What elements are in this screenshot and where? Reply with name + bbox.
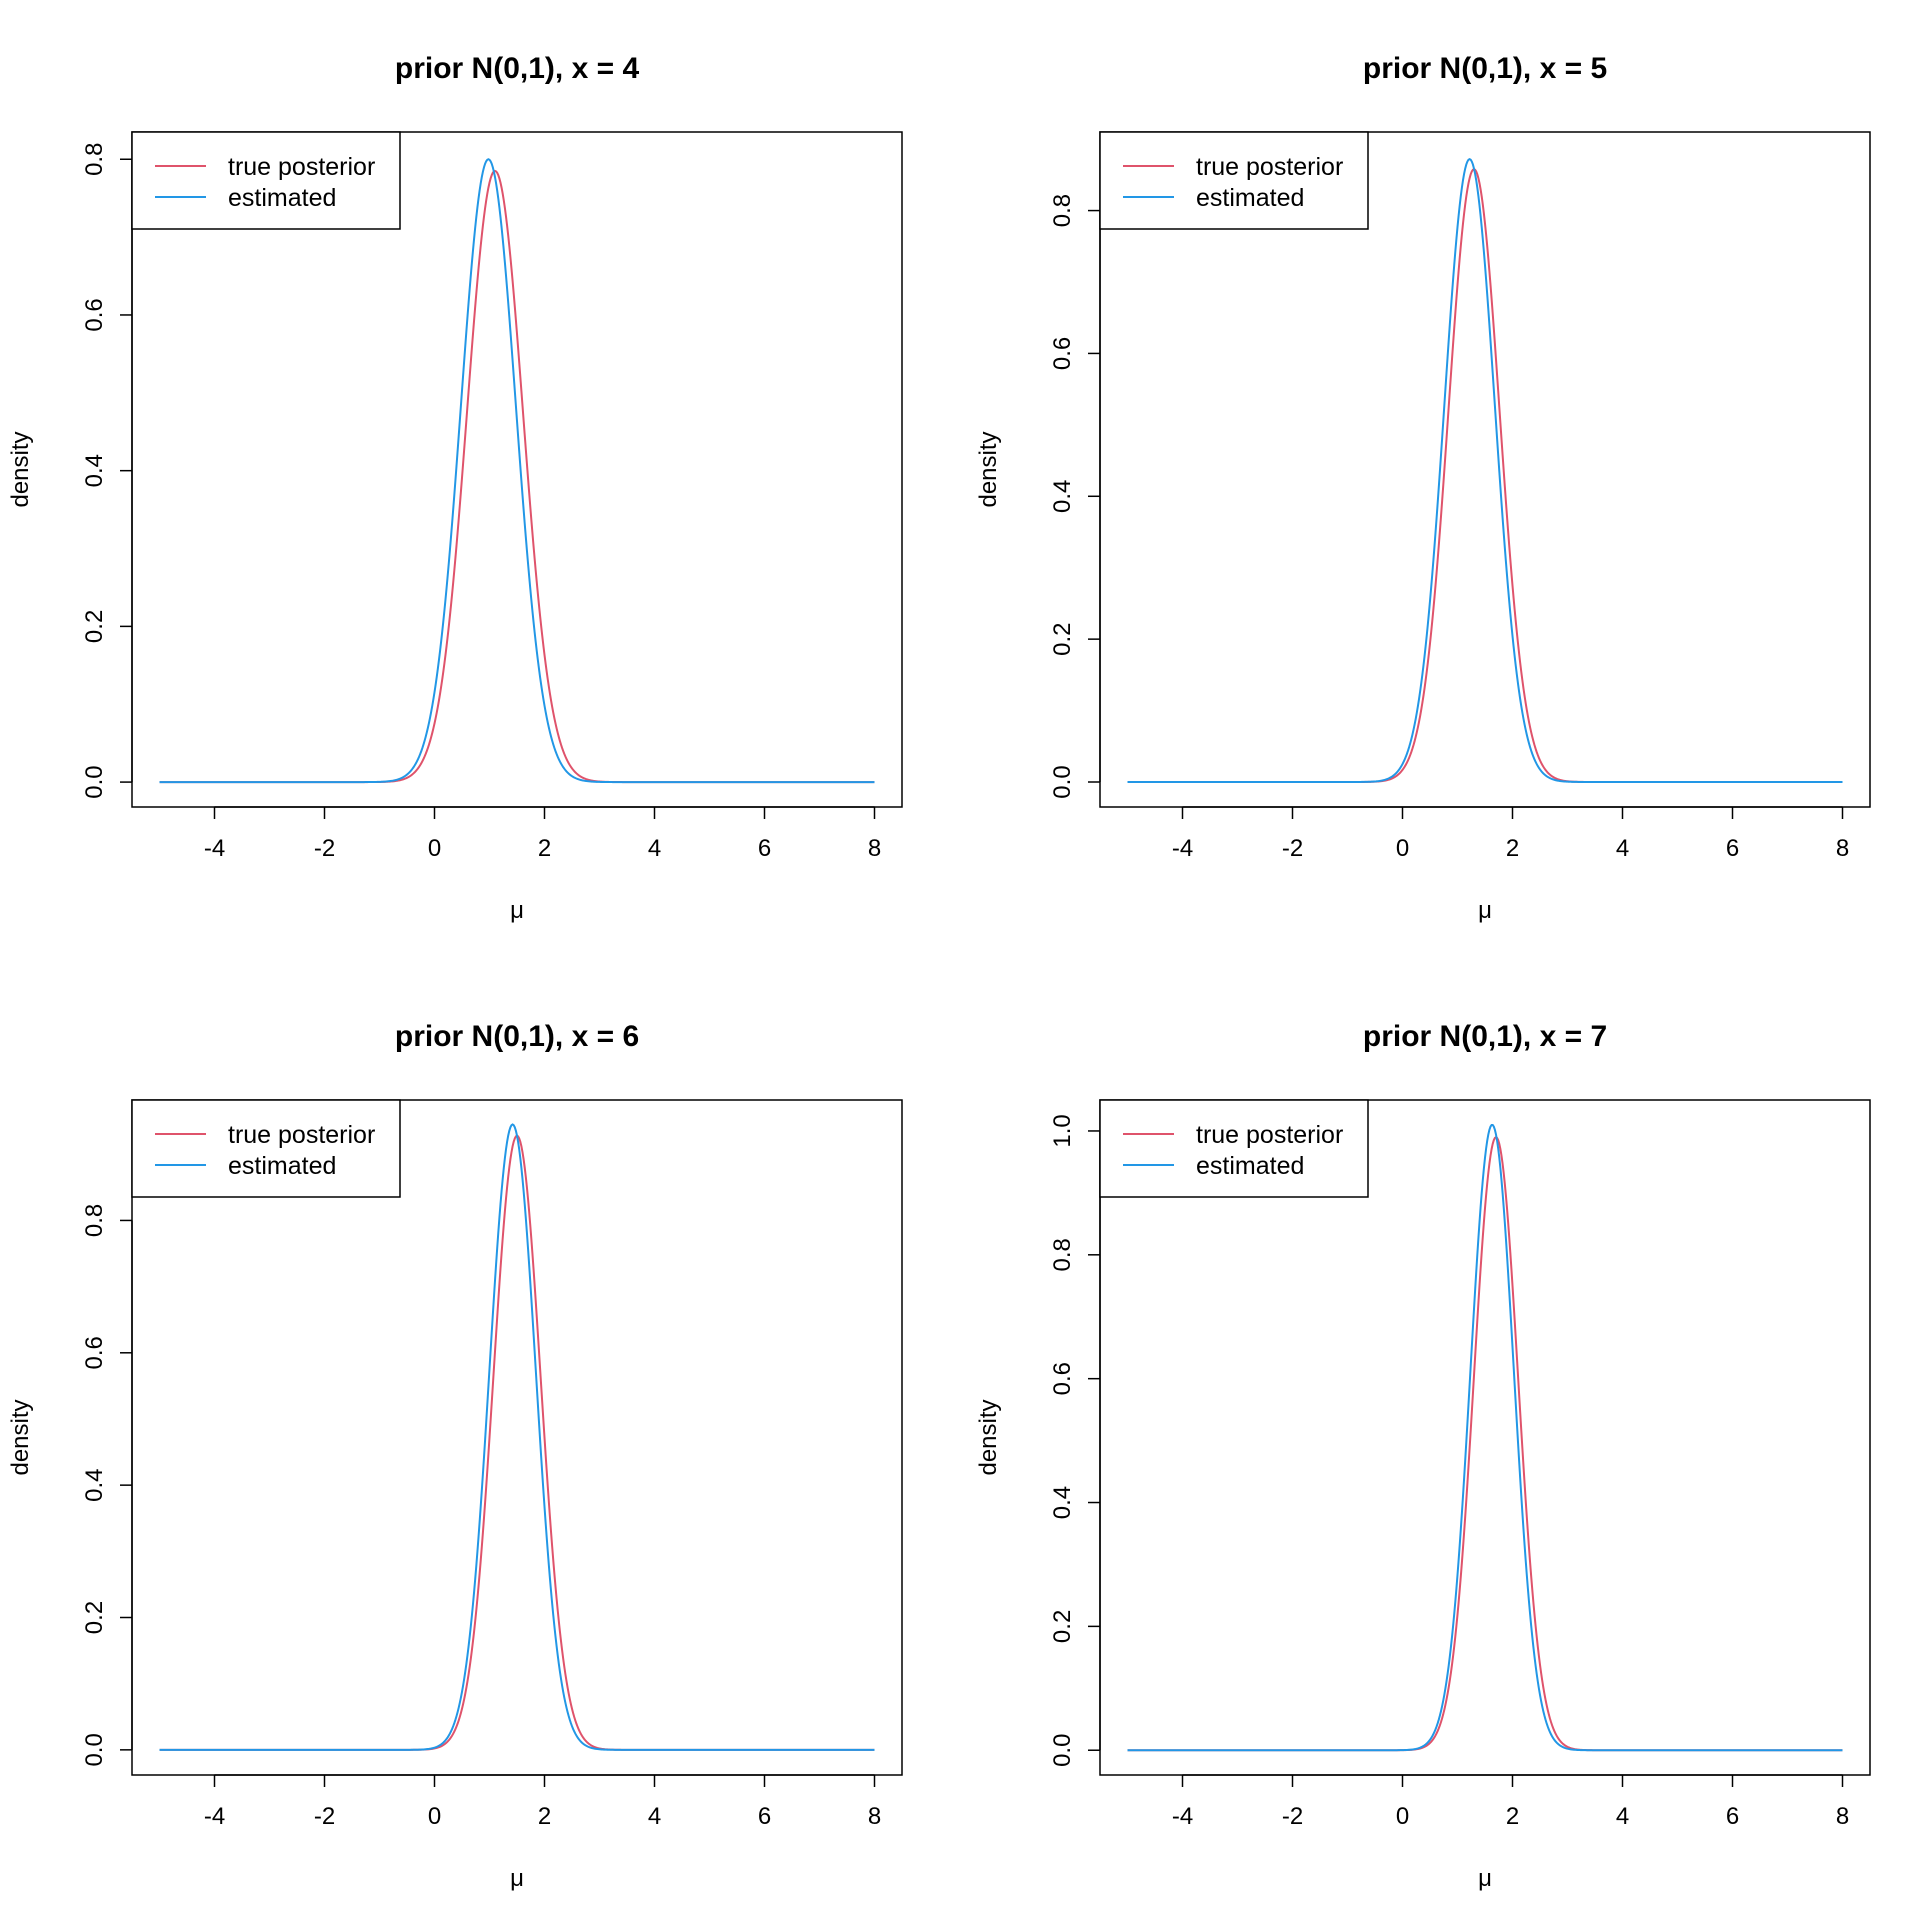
y-tick-label: 0.0 <box>1049 765 1076 798</box>
chart-title: prior N(0,1), x = 7 <box>1363 1020 1607 1053</box>
legend-box <box>1099 1099 1369 1198</box>
chart-panel: prior N(0,1), x = 7-4 -2 0 2 4 6 8μ0.00.20.40.… <box>975 1020 1871 1892</box>
x-tick-label: -2 <box>314 1803 335 1830</box>
y-tick-label: 0.4 <box>81 454 108 487</box>
legend-label: true posterior <box>1196 153 1343 181</box>
y-tick-label: 0.6 <box>1049 1362 1076 1395</box>
x-tick-label: -2 <box>314 835 335 862</box>
y-axis-label: density <box>975 1399 1002 1475</box>
y-axis-label: density <box>7 431 34 507</box>
x-tick-label: 0 <box>428 835 441 862</box>
x-axis-label: μ <box>510 1865 524 1892</box>
y-tick-label: 0.0 <box>81 1733 108 1766</box>
x-tick-label: 4 <box>648 835 661 862</box>
chart-title: prior N(0,1), x = 6 <box>395 1020 639 1053</box>
y-tick-label: 0.2 <box>1049 622 1076 655</box>
x-axis: -4 -2 0 2 4 6 8 <box>1172 806 1849 862</box>
series-line-estimated <box>159 1123 875 1751</box>
x-tick-label: 4 <box>1616 1803 1629 1830</box>
series-line-estimated <box>159 158 875 784</box>
legend-label: estimated <box>228 184 336 212</box>
x-tick-label: 0 <box>428 1803 441 1830</box>
legend-label: estimated <box>1196 1152 1304 1180</box>
y-tick-label: 0.6 <box>81 298 108 331</box>
y-axis: 0.0 0.2 0.4 0.6 0.8 <box>81 143 133 799</box>
series-line-true-posterior <box>159 169 875 784</box>
x-tick-label: 8 <box>1836 1803 1849 1830</box>
y-tick-label: 0.8 <box>1049 194 1076 227</box>
x-tick-label: 8 <box>868 835 881 862</box>
legend: true posterior estimated <box>131 131 401 230</box>
x-tick-label: 0 <box>1396 1803 1409 1830</box>
y-tick-label: 0.4 <box>81 1468 108 1501</box>
x-tick-label: -4 <box>1172 835 1193 862</box>
legend: true posterior estimated <box>131 1099 401 1198</box>
x-tick-label: -4 <box>204 1803 225 1830</box>
y-tick-label: 0.6 <box>1049 337 1076 370</box>
chart-title: prior N(0,1), x = 4 <box>395 52 640 85</box>
legend-label: true posterior <box>1196 1121 1343 1149</box>
series-line-estimated <box>1127 1123 1843 1752</box>
series-line-true-posterior <box>159 1134 875 1751</box>
y-tick-label: 0.0 <box>81 765 108 798</box>
legend: true posterior estimated <box>1099 1099 1369 1198</box>
x-tick-label: 2 <box>538 1803 551 1830</box>
y-tick-label: 0.2 <box>81 610 108 643</box>
legend-label: true posterior <box>228 153 375 181</box>
x-tick-label: 2 <box>1506 835 1519 862</box>
x-tick-label: 2 <box>538 835 551 862</box>
y-tick-label: 0.4 <box>1049 1486 1076 1519</box>
series-line-estimated <box>1127 158 1843 783</box>
x-tick-label: 0 <box>1396 835 1409 862</box>
y-axis-label: density <box>7 1399 34 1475</box>
y-tick-label: 0.8 <box>81 143 108 176</box>
chart-panel: prior N(0,1), x = 4-4 -2 0 2 4 6 8μ0.00.20.40.… <box>7 52 903 924</box>
y-axis: 0.0 0.2 0.4 0.6 0.8 <box>81 1204 133 1767</box>
legend-box <box>1099 131 1369 230</box>
x-axis: -4 -2 0 2 4 6 8 <box>204 1774 881 1830</box>
x-tick-label: -2 <box>1282 1803 1303 1830</box>
plot-frame <box>131 1099 903 1776</box>
plot-frame <box>131 131 903 808</box>
x-tick-label: 4 <box>1616 835 1629 862</box>
chart-panel: prior N(0,1), x = 5-4 -2 0 2 4 6 8μ0.00.20.40.… <box>975 52 1871 924</box>
x-tick-label: 8 <box>1836 835 1849 862</box>
x-axis-label: μ <box>510 897 524 924</box>
legend-box <box>131 1099 401 1198</box>
x-tick-label: 2 <box>1506 1803 1519 1830</box>
y-tick-label: 0.4 <box>1049 480 1076 513</box>
x-tick-label: 6 <box>1726 835 1739 862</box>
y-axis-label: density <box>975 431 1002 507</box>
y-tick-label: 0.0 <box>1049 1734 1076 1767</box>
chart-title: prior N(0,1), x = 5 <box>1363 52 1607 85</box>
y-tick-label: 1.0 <box>1049 1114 1076 1147</box>
y-tick-label: 0.8 <box>81 1204 108 1237</box>
x-axis-label: μ <box>1478 897 1492 924</box>
x-tick-label: 6 <box>758 1803 771 1830</box>
x-tick-label: -4 <box>204 835 225 862</box>
y-tick-label: 0.2 <box>1049 1610 1076 1643</box>
y-axis: 0.0 0.2 0.4 0.6 0.8 1.0 <box>1049 1114 1101 1767</box>
y-axis: 0.0 0.2 0.4 0.6 0.8 <box>1049 194 1101 799</box>
x-tick-label: 4 <box>648 1803 661 1830</box>
x-axis: -4 -2 0 2 4 6 8 <box>204 806 881 862</box>
y-tick-label: 0.2 <box>81 1601 108 1634</box>
x-tick-label: 6 <box>758 835 771 862</box>
chart-panel: prior N(0,1), x = 6-4 -2 0 2 4 6 8μ0.00.20.40.… <box>7 1020 903 1892</box>
legend-label: estimated <box>1196 184 1304 212</box>
y-tick-label: 0.6 <box>81 1336 108 1369</box>
legend-label: true posterior <box>228 1121 375 1149</box>
x-tick-label: -4 <box>1172 1803 1193 1830</box>
series-line-true-posterior <box>1127 1135 1843 1752</box>
legend-box <box>131 131 401 230</box>
x-tick-label: 6 <box>1726 1803 1739 1830</box>
legend: true posterior estimated <box>1099 131 1369 230</box>
x-tick-label: -2 <box>1282 835 1303 862</box>
legend-label: estimated <box>228 1152 336 1180</box>
x-axis: -4 -2 0 2 4 6 8 <box>1172 1774 1849 1830</box>
x-axis-label: μ <box>1478 1865 1492 1892</box>
x-tick-label: 8 <box>868 1803 881 1830</box>
y-tick-label: 0.8 <box>1049 1238 1076 1271</box>
